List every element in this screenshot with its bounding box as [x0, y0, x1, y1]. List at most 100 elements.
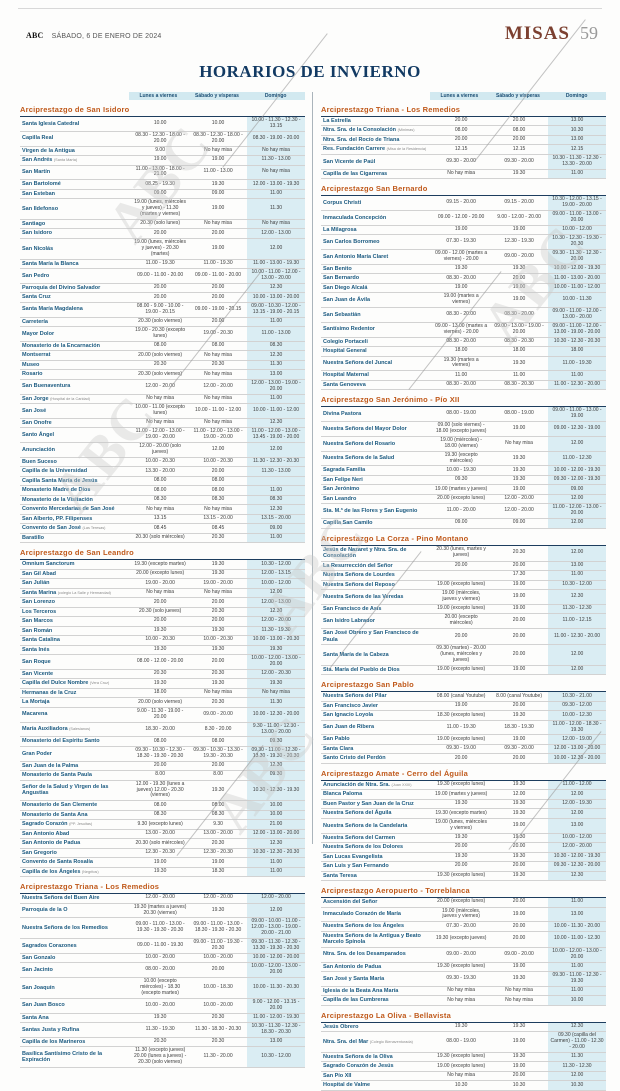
times-weekdays-cell: 19.00 (martes y jueves) [432, 789, 491, 800]
times-sunday-cell: 11.30 - 19.30 [247, 626, 305, 637]
times-sunday-cell: 12.30 [247, 418, 305, 429]
times-saturday-cell: 20.00 [189, 761, 248, 772]
church-name: San Pío XII [321, 1071, 433, 1082]
church-name: Los Terceros [20, 607, 132, 618]
table-row: La Resurrección del Señor 20.00 20.00 13.0… [321, 561, 606, 572]
times-weekdays-cell: 19.00 (lunes, miércoles y jueves) - 20.3… [131, 238, 190, 260]
church-name: Santo Cristo del Perdón [321, 753, 433, 764]
table-row: Sagrado Corazón de Jesús 19.00 (excepto … [321, 1061, 606, 1072]
times-sunday-cell: 13.00 [247, 369, 305, 380]
times-saturday-cell: 19.30 [490, 871, 549, 882]
times-sunday-cell: 11.30 [548, 1052, 606, 1063]
times-sunday-cell: 09.00 - 10.30 - 12.00 - 13.15 - 19.00 - … [247, 302, 305, 318]
times-weekdays-cell: 19.00 [432, 225, 491, 236]
times-sunday-cell: 12.30 [247, 761, 305, 772]
church-name: San Nicolás [20, 238, 132, 260]
times-sunday-cell: 10.00 - 12.00 - 19.30 [548, 465, 606, 476]
times-sunday-cell: 12.00 [548, 644, 606, 666]
times-weekdays-cell: No hay misa [131, 394, 190, 405]
section-title: Arciprestazgo Triana - Los Remedios [20, 882, 160, 892]
church-name: Nuestra Señora de la Antigua y Beato Mar… [321, 931, 433, 948]
times-sunday-cell: 12.00 - 20.00 [548, 842, 606, 853]
table-row: San Joaquín 10.00 (excepto miércoles) - … [20, 977, 305, 999]
times-weekdays-cell: 08.00 - 9.00 - 10.00 - 19.00 - 20.15 [131, 302, 190, 318]
church-name: San Jorge (Hospital de la Caridad) [20, 394, 132, 405]
table-row: Convento Mercedarias de San José No hay … [20, 504, 305, 515]
times-saturday-cell: No hay misa [189, 394, 248, 405]
times-weekdays-cell: 19.00 - 20.30 (excepto lunes) [131, 326, 190, 342]
times-weekdays-cell: 09.00 [131, 189, 190, 200]
church-name: Gran Poder [20, 746, 132, 762]
times-saturday-cell: 20.30 [189, 1013, 248, 1024]
times-sunday-cell: 10.00 - 12.00 [247, 578, 305, 589]
church-name: San Pablo [321, 734, 433, 745]
times-weekdays-cell: 20.30 [131, 360, 190, 371]
day-header-spacer [20, 92, 129, 100]
church-name: Nuestra Señora de Lourdes [321, 570, 433, 581]
table-row: Capilla del Dulce Nombre (Vera Cruz) 19.3… [20, 678, 305, 689]
times-sunday-cell: 11.00 [247, 857, 305, 868]
church-name: Capilla de la Universidad [20, 466, 132, 477]
times-sunday-cell: 12.00 [548, 1071, 606, 1082]
times-saturday-cell: 08.30 [189, 810, 248, 821]
times-weekdays-cell: 20.00 [432, 842, 491, 853]
table-row: San Esteban 09.00 09.00 11.00 [20, 189, 305, 200]
times-saturday-cell: No hay misa [189, 369, 248, 380]
table-row: Parroquia de la O 19.30 (martes a jueves… [20, 903, 305, 919]
church-name: Corpus Christi [321, 195, 433, 211]
times-sunday-cell: 10.30 - 12.30 - 19.30 [247, 780, 305, 802]
church-name: Nuestra Señora del Mayor Dolor [321, 421, 433, 437]
times-sunday-cell: 11.30 - 13.00 [247, 155, 305, 166]
times-sunday-cell: 08.30 - 19.00 - 20.00 [247, 131, 305, 147]
day-header-label: Domingo [547, 92, 606, 100]
times-sunday-cell: 11.00 - 13.00 - 19.30 [247, 259, 305, 270]
church-name: Nuestra Señora del Carmen [321, 833, 433, 844]
times-weekdays-cell: 20.00 [131, 228, 190, 239]
table-row: Nuestra Señora del Reposo 19.00 (excepto… [321, 580, 606, 591]
church-name: Monasterio del Espíritu Santo [20, 736, 132, 747]
times-weekdays-cell: 07.30 - 19.30 [432, 234, 491, 251]
times-saturday-cell: 09.30 - 20.00 [490, 744, 549, 755]
times-sunday-cell: 10.00 - 13.00 - 20.00 [247, 292, 305, 303]
table-row: Santa Ana 19.30 20.30 11.00 - 12.00 - 19.3… [20, 1013, 305, 1024]
table-row: Hospital de Valme 10.30 10.30 10.30 [321, 1080, 606, 1091]
table-row: San Jorge (Hospital de la Caridad) No hay… [20, 394, 305, 405]
church-name: San Jacinto [20, 962, 132, 979]
times-sunday-cell: 10.00 - 12.00 - 13.00 - 20.00 [247, 654, 305, 670]
church-name: Ntra. Sra. del Mar (Colegio Bienaventura… [321, 1031, 433, 1053]
mass-schedule-table: Divina Pastora 08.00 - 19.00 08.00 - 19.0… [321, 406, 606, 529]
times-sunday-cell: 21.00 [247, 819, 305, 830]
times-weekdays-cell: 09.30 - 19.00 [432, 744, 491, 755]
table-row: Santa Iglesia Catedral 10.00 10.00 10.00 -… [20, 116, 305, 132]
table-row: Sta. María del Pueblo de Dios 19.00 (exc… [321, 665, 606, 676]
times-weekdays-cell: 10.30 [432, 1080, 491, 1091]
church-name: San Antonio de Padua [20, 838, 132, 849]
times-saturday-cell: 12.00 - 20.00 [490, 494, 549, 505]
church-name: Parroquia del Divino Salvador [20, 283, 132, 294]
table-row: Santa María Magdalena 08.00 - 9.00 - 10.… [20, 302, 305, 318]
times-saturday-cell: 20.00 [490, 931, 549, 948]
church-name: Santa Genoveva [321, 380, 433, 391]
church-name: San Benito [321, 264, 433, 275]
times-sunday-cell: 12.00 - 20.00 [247, 893, 305, 904]
table-row: Hospital General 18.00 18.00 18.00 [321, 346, 606, 357]
times-weekdays-cell: 20.00 [432, 135, 491, 146]
times-weekdays-cell: 20.00 (excepto miércoles) [432, 613, 491, 630]
times-saturday-cell: 19.30 [189, 559, 248, 570]
church-name: Sta. M.ª de las Flores y San Eugenio [321, 503, 433, 520]
church-name: San Ildefonso [20, 198, 132, 220]
table-row: Jesús de Nazaret y Ntra. Sra. de Consola… [321, 545, 606, 562]
times-sunday-cell: 13.00 [247, 1037, 305, 1048]
times-saturday-cell: 09.00 [490, 518, 549, 529]
times-weekdays-cell: 09.30 - 19.30 [432, 971, 491, 987]
times-saturday-cell: 12.00 - 20.00 [189, 893, 248, 904]
church-name: Museo [20, 360, 132, 371]
times-sunday-cell: No hay misa [247, 165, 305, 181]
church-name: San Juan Bosco [20, 998, 132, 1014]
church-name: Jesús de Nazaret y Ntra. Sra. de Consola… [321, 545, 433, 562]
times-saturday-cell: 08.30 - 12.30 - 18.00 - 20.00 [189, 131, 248, 147]
table-row: San Juan de Ribera 11.00 - 19.30 18.30 - … [321, 720, 606, 736]
page-title: HORARIOS DE INVIERNO [199, 62, 421, 81]
times-saturday-cell: 19.30 [490, 264, 549, 275]
times-sunday-cell: No hay misa [247, 219, 305, 230]
